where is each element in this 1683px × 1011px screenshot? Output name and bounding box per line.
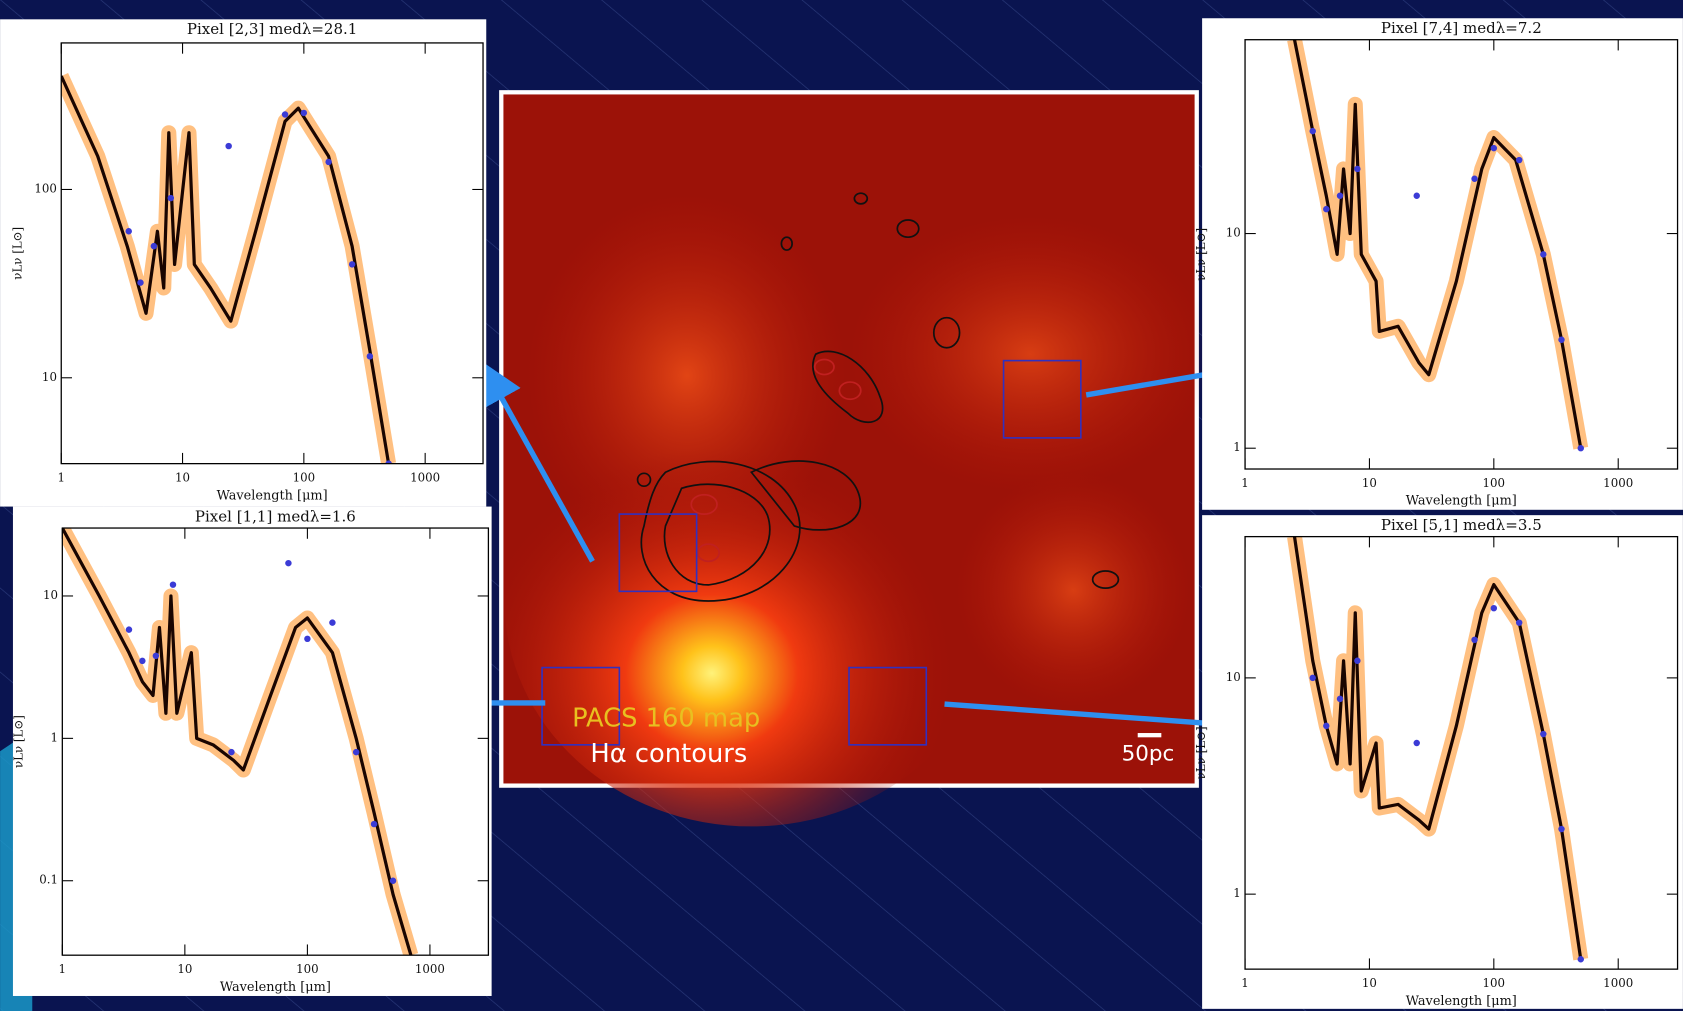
x-axis-label: Wavelength [μm]: [1406, 494, 1517, 509]
panel-title: Pixel [5,1] medλ=3.5: [1381, 516, 1542, 534]
observed-point: [1323, 723, 1329, 729]
y-tick-label: 1: [1233, 886, 1241, 900]
observed-point: [1337, 193, 1343, 199]
y-tick-label: 100: [34, 181, 57, 195]
y-tick-label: 1: [51, 730, 59, 744]
x-tick-label: 1: [59, 962, 67, 976]
x-tick-label: 100: [1483, 476, 1506, 490]
observed-point: [1540, 251, 1546, 257]
observed-point: [1414, 740, 1420, 746]
page: {"chart_data": [ {"type": "line", "title…: [0, 0, 1683, 1011]
y-tick-label: 10: [43, 588, 58, 602]
observed-point: [325, 159, 331, 165]
observed-point: [1558, 826, 1564, 832]
x-axis-label: Wavelength [μm]: [220, 980, 331, 995]
observed-point: [1491, 145, 1497, 151]
observed-point: [282, 111, 288, 117]
observed-point: [170, 581, 176, 587]
x-axis-label: Wavelength [μm]: [217, 488, 328, 503]
observed-point: [1516, 619, 1522, 625]
observed-point: [1540, 731, 1546, 737]
observed-point: [1491, 605, 1497, 611]
observed-point: [1309, 128, 1315, 134]
observed-point: [304, 636, 310, 642]
observed-point: [329, 619, 335, 625]
observed-point: [390, 878, 396, 884]
observed-point: [126, 228, 132, 234]
x-tick-label: 10: [1362, 976, 1377, 990]
y-axis-label: νLν [L⊙]: [1194, 726, 1208, 779]
y-tick-label: 1: [1233, 440, 1241, 454]
y-tick-label: 0.1: [39, 873, 58, 887]
x-tick-label: 1000: [410, 471, 440, 485]
observed-point: [151, 243, 157, 249]
observed-point: [1354, 166, 1360, 172]
observed-point: [1471, 637, 1477, 643]
y-axis-label: νLν [L⊙]: [1194, 228, 1208, 281]
observed-point: [228, 749, 234, 755]
observed-point: [1414, 193, 1420, 199]
sed-panel: Pixel [5,1] medλ=3.5 Wavelength [μm] νLν […: [1194, 515, 1683, 1009]
observed-point: [225, 143, 231, 149]
x-tick-label: 10: [177, 962, 192, 976]
x-axis-label: Wavelength [μm]: [1406, 994, 1517, 1009]
slide: PACS 160 map Hα contours 50pc Pixel [2,3…: [0, 0, 1683, 1011]
observed-point: [301, 110, 307, 116]
y-tick-label: 10: [1226, 670, 1241, 684]
x-tick-label: 10: [1362, 476, 1377, 490]
x-tick-label: 100: [293, 471, 316, 485]
x-tick-label: 1000: [1603, 476, 1633, 490]
observed-point: [1578, 445, 1584, 451]
panel-title: Pixel [2,3] medλ=28.1: [187, 20, 357, 38]
map-label: Hα contours: [590, 739, 747, 769]
y-tick-label: 10: [42, 370, 57, 384]
observed-point: [1354, 658, 1360, 664]
scale-bar: [1138, 733, 1162, 737]
x-tick-label: 100: [296, 962, 319, 976]
x-tick-label: 1000: [415, 962, 445, 976]
observed-point: [139, 658, 145, 664]
observed-point: [1558, 337, 1564, 343]
panel-title: Pixel [7,4] medλ=7.2: [1381, 19, 1542, 37]
observed-point: [349, 261, 355, 267]
observed-point: [1578, 956, 1584, 962]
panel-title: Pixel [1,1] medλ=1.6: [195, 507, 356, 525]
observed-point: [168, 195, 174, 201]
sed-panel: Pixel [1,1] medλ=1.6 Wavelength [μm] νLν […: [11, 507, 491, 996]
observed-point: [137, 279, 143, 285]
observed-point: [153, 653, 159, 659]
observed-point: [1309, 675, 1315, 681]
panel-frame: [1202, 18, 1683, 510]
y-tick-label: 10: [1226, 226, 1241, 240]
sed-panel: Pixel [7,4] medλ=7.2 Wavelength [μm] νLν […: [1194, 18, 1683, 510]
observed-point: [1337, 696, 1343, 702]
observed-point: [1516, 157, 1522, 163]
x-tick-label: 1: [57, 471, 65, 485]
observed-point: [371, 821, 377, 827]
observed-point: [353, 749, 359, 755]
y-axis-label: νLν [L⊙]: [11, 715, 25, 768]
x-tick-label: 1: [1241, 476, 1249, 490]
x-tick-label: 1: [1241, 976, 1249, 990]
sed-panel: Pixel [2,3] medλ=28.1 Wavelength [μm] νLν …: [0, 19, 486, 506]
x-tick-label: 100: [1483, 976, 1506, 990]
scale-bar-label: 50pc: [1122, 741, 1175, 766]
y-axis-label: νLν [L⊙]: [10, 227, 24, 280]
observed-point: [1323, 206, 1329, 212]
map-emission: [505, 376, 999, 827]
x-tick-label: 10: [175, 471, 190, 485]
x-tick-label: 1000: [1603, 976, 1633, 990]
observed-point: [285, 560, 291, 566]
observed-point: [126, 626, 132, 632]
observed-point: [367, 353, 373, 359]
map-label: PACS 160 map: [572, 704, 760, 734]
observed-point: [1471, 176, 1477, 182]
